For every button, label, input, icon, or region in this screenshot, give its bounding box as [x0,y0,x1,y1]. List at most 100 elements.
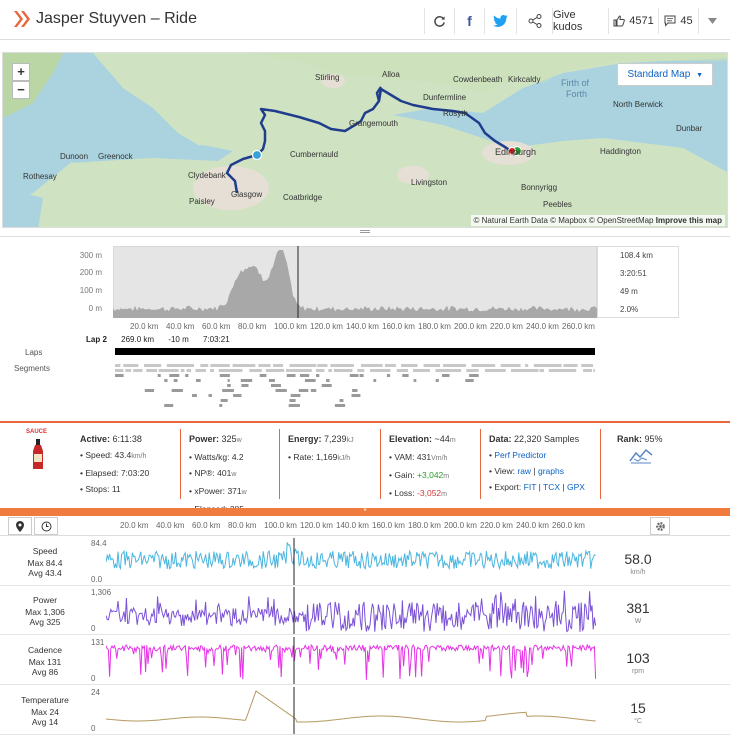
map-terrain [3,53,727,227]
laps-label: Laps [25,348,43,357]
segment-bar [157,374,161,377]
cadence-series-line [106,643,596,680]
vam-unit: Vm/h [431,455,448,462]
x-tick-label: 140.0 km [336,521,369,530]
give-kudos-button[interactable]: Give kudos [552,8,608,34]
map-label-stirling: Stirling [315,73,340,82]
segment-bar [288,404,300,407]
power-label: Power [32,595,58,605]
stat-distance: 108.4 km [620,251,653,260]
segment-bar [316,369,325,372]
graph-settings-button[interactable] [650,517,670,535]
segment-bar [268,379,275,382]
segment-bar [173,379,178,382]
segment-bar [511,369,539,372]
power-graph-row[interactable]: Power Max 1,306 Avg 325 1,306 0 381 W [0,586,730,635]
map-label-cowdenbeath: Cowdenbeath [453,75,503,84]
x-tick-label: 220.0 km [480,521,513,530]
segment-bar [289,364,317,367]
segment-bar [144,364,162,367]
summary-rank-column: Rank: 95% [617,431,663,447]
export-gpx-link[interactable]: GPX [566,482,585,492]
energy-label: Energy: [288,434,322,444]
kudos-count-button[interactable]: 4571 [608,8,658,34]
comment-icon [664,15,676,27]
elevation-chart[interactable] [113,246,597,318]
temperature-graph-row[interactable]: Temperature Max 24 Avg 14 24 0 15 °C [0,686,730,735]
cadence-ymax: 131 [91,638,105,647]
segment-bar [333,369,353,372]
segments-chart[interactable] [115,364,595,420]
segment-bar [227,384,231,387]
rate-unit: kJ/h [337,455,351,462]
speed-max: Max 84.4 [27,558,63,568]
x-tick-label: 120.0 km [310,322,343,331]
rank-badge-icon [629,448,653,464]
map-resize-handle[interactable] [0,229,730,237]
segment-bar [435,369,462,372]
map-type-label: Standard Map [627,69,691,80]
facebook-share-button[interactable]: f [454,8,484,34]
lap-elevation: -10 m [168,335,189,344]
zoom-out-button[interactable]: − [12,81,30,99]
cadence-max: Max 131 [28,657,62,667]
summary-collapse-bar[interactable]: * [0,508,730,516]
speed-label: Speed: [85,450,113,460]
stops-value: 11 [111,484,121,494]
map-type-select[interactable]: Standard Map ▼ [617,63,713,86]
map-label-glasgow: Glasgow [231,190,263,199]
segment-bar [169,374,180,377]
segment-bar [500,364,521,367]
segment-bar [339,399,344,402]
export-fit-link[interactable]: FIT [523,482,537,492]
segment-bar [525,364,529,367]
view-label: View: [494,466,515,476]
map-marker-button[interactable] [8,517,32,535]
view-raw-link[interactable]: raw [517,466,532,476]
power-unit: w [236,437,242,444]
segment-bar [583,369,592,372]
improve-map-link[interactable]: Improve this map [655,216,722,225]
temperature-ymax: 24 [91,688,100,697]
cadence-graph-row[interactable]: Cadence Max 131 Avg 86 131 0 103 rpm [0,636,730,685]
view-graphs-link[interactable]: graphs [538,466,564,476]
speed-label: Speed [32,546,58,556]
x-tick-label: 260.0 km [552,521,585,530]
power-max: Max 1,306 [25,607,65,617]
twitter-icon [493,15,508,27]
segment-bar [275,389,287,392]
map-label-peebles: Peebles [543,200,572,209]
lap-bar[interactable] [115,348,595,355]
speed-graph-row[interactable]: Speed Max 84.4 Avg 43.4 84.4 0.0 58.0 km/h [0,537,730,586]
export-tcx-link[interactable]: TCX [543,482,561,492]
x-tick-label: 260.0 km [562,322,595,331]
zoom-in-button[interactable]: + [12,63,30,81]
segment-bar [222,389,234,392]
perf-predictor-link[interactable]: Perf Predictor [494,450,547,460]
segment-bar [316,374,320,377]
time-axis-button[interactable] [34,517,58,535]
map-label-north-berwick: North Berwick [613,100,663,109]
refresh-button[interactable] [424,8,454,34]
segments-label: Segments [14,364,51,373]
segment-bar [115,374,124,377]
loss-value: -3,052 [417,488,442,498]
x-tick-label: 200.0 km [454,322,487,331]
elevation-value: ~44 [434,434,450,444]
np-value: 401 [217,468,232,478]
segment-bar [442,364,466,367]
share-button[interactable] [516,8,552,34]
map-label-paisley: Paisley [189,197,215,206]
temperature-chart [106,687,596,734]
more-actions-button[interactable] [698,8,726,34]
map-marker-icon [16,520,24,532]
power-value: 325 [221,434,237,444]
route-map[interactable]: + − Standard Map ▼ Stirling Alloa Cowden… [2,52,728,228]
segment-bar [593,369,595,372]
segment-bar [233,394,242,397]
data-value: 22,320 Samples [514,434,580,444]
summary-divider [380,429,381,499]
twitter-share-button[interactable] [484,8,516,34]
comments-button[interactable]: 45 [658,8,698,34]
segment-bar [352,389,358,392]
